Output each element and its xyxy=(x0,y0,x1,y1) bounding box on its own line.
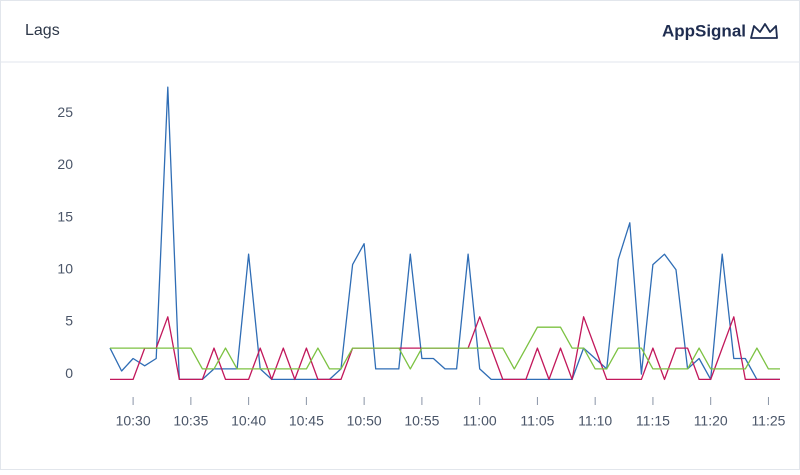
x-tick-label: 11:05 xyxy=(520,413,554,429)
brand: AppSignal xyxy=(662,21,746,40)
x-tick-label: 10:35 xyxy=(173,413,208,429)
y-tick-label: 10 xyxy=(57,261,73,277)
x-tick-label: 10:40 xyxy=(231,413,266,429)
x-tick-label: 11:10 xyxy=(578,413,612,429)
brand-logo xyxy=(750,23,778,39)
x-tick-label: 11:00 xyxy=(463,413,497,429)
panel-title: Lags xyxy=(25,22,60,39)
x-tick-label: 11:20 xyxy=(694,413,728,429)
x-tick-label: 10:30 xyxy=(116,413,151,429)
series-line xyxy=(110,326,780,370)
x-tick-label: 11:15 xyxy=(636,413,670,429)
x-tick-label: 10:50 xyxy=(347,413,382,429)
y-tick-label: 25 xyxy=(57,104,73,120)
y-tick-label: 5 xyxy=(65,313,73,329)
y-tick-label: 15 xyxy=(57,208,73,224)
y-tick-label: 20 xyxy=(57,156,73,172)
y-tick-label: 0 xyxy=(65,365,73,381)
x-tick-label: 10:45 xyxy=(289,413,324,429)
x-tick-label: 10:55 xyxy=(404,413,439,429)
x-tick-label: 11:25 xyxy=(751,413,785,429)
